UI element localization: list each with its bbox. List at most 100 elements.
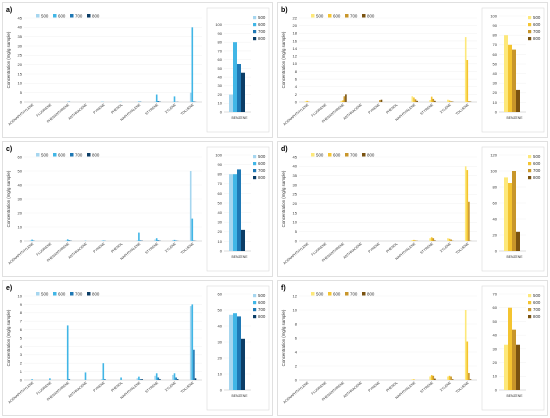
bar-phenanthrene-500: [65, 240, 67, 241]
legend-swatch-500: [36, 153, 40, 157]
bar-phenanthrene-800: [345, 94, 347, 102]
legend-label-800: 800: [92, 14, 100, 19]
benzene-legend-label-700: 700: [258, 29, 266, 34]
bar-naphthalene-500: [411, 240, 414, 241]
bar-xylene-500: [447, 376, 449, 380]
bar-acenaphthylene-600: [306, 100, 308, 102]
legend-label-800: 800: [367, 153, 375, 158]
benzene-legend-label-600: 600: [258, 22, 266, 27]
bar-naphthalene-700: [139, 379, 142, 380]
legend-swatch-700: [345, 14, 349, 18]
benzene-y-tick-label: 0: [495, 387, 498, 392]
main-legend: 500 600 700 800: [311, 153, 375, 158]
legend-label-700: 700: [75, 292, 83, 297]
benzene-bar-700: [237, 64, 241, 112]
benzene-y-tick-label: 120: [490, 152, 497, 157]
benzene-legend-swatch-500: [528, 294, 532, 298]
benzene-y-tick-label: 80: [493, 33, 498, 38]
benzene-y-tick-label: 0: [220, 387, 223, 392]
y-tick-label: 9: [20, 302, 23, 307]
benzene-legend-swatch-800: [528, 37, 532, 41]
benzene-bar-600: [233, 313, 237, 390]
bar-styrene-500: [154, 375, 156, 380]
y-tick-label: 30: [293, 182, 298, 187]
main-legend: 500 600 700 800: [36, 292, 100, 297]
main-bars: [31, 304, 197, 380]
legend-swatch-500: [36, 14, 40, 18]
benzene-y-tick-label: 50: [218, 66, 223, 71]
benzene-inset: 0 10 20 30 40 50 60 70 80 90 100 BENZENE 500 600 700 80…: [206, 146, 270, 272]
y-tick-label: 4: [295, 349, 298, 354]
y-tick-label: 0: [295, 377, 298, 382]
benzene-y-tick-label: 70: [218, 181, 223, 186]
panel-e: e)500 600 700 800012345678910Concentration …: [2, 280, 273, 416]
benzene-bar-700: [237, 169, 241, 251]
benzene-label: BENZENE: [231, 255, 248, 259]
benzene-y-tick-label: 100: [490, 13, 497, 18]
y-axis-label: Concentration (mg/g sample): [6, 31, 11, 88]
legend-swatch-800: [87, 153, 91, 157]
benzene-legend-label-500: 500: [533, 293, 541, 298]
legend-label-800: 800: [92, 153, 100, 158]
y-tick-label: 16: [293, 38, 298, 43]
benzene-bar-600: [233, 42, 237, 112]
y-tick-label: 5: [20, 90, 23, 95]
benzene-y-tick-label: 70: [493, 42, 498, 47]
benzene-bar-800: [241, 338, 245, 390]
benzene-legend-label-800: 800: [258, 36, 266, 41]
benzene-legend-swatch-500: [253, 155, 257, 159]
benzene-legend: 500 600 700 800: [528, 293, 541, 319]
bar-acenaphthylene-500: [29, 240, 32, 241]
bar-naphthalene-600: [413, 97, 415, 102]
benzene-y-tick-label: 30: [493, 81, 498, 86]
legend-label-600: 600: [58, 14, 66, 19]
bar-pyrene-500: [100, 101, 103, 102]
benzene-bar-600: [508, 44, 512, 112]
benzene-legend-swatch-600: [253, 23, 257, 27]
benzene-y-tick-label: 10: [218, 101, 223, 106]
y-tick-label: 40: [293, 164, 298, 169]
main-bars: [29, 171, 197, 241]
y-tick-label: 40: [18, 25, 23, 30]
y-tick-label: 6: [295, 76, 298, 81]
bar-xylene-600: [448, 375, 451, 380]
main-bars: [304, 37, 472, 102]
benzene-bar-500: [504, 177, 508, 251]
y-axis-label: Concentration (mg/g sample): [6, 170, 11, 227]
y-tick-label: 30: [18, 196, 23, 201]
benzene-y-tick-label: 40: [218, 210, 223, 215]
benzene-legend-swatch-600: [528, 23, 532, 27]
y-tick-label: 40: [18, 182, 23, 187]
bar-styrene-500: [154, 239, 156, 241]
benzene-legend-swatch-700: [253, 308, 257, 312]
panel-a: a)500 600 700 800051015202530354045Concentr…: [2, 2, 273, 138]
benzene-y-tick-label: 10: [493, 374, 498, 379]
legend-label-500: 500: [41, 153, 49, 158]
benzene-legend: 500 600 700 800: [528, 15, 541, 41]
benzene-y-tick-label: 70: [218, 48, 223, 53]
y-tick-label: 10: [18, 224, 23, 229]
main-y-axis: 0 5 10 15 20 25 30 35 40 45: [18, 15, 202, 104]
benzene-bar-800: [516, 231, 520, 251]
benzene-legend-swatch-600: [253, 301, 257, 305]
bar-naphthalene-500: [136, 240, 139, 241]
benzene-legend-swatch-500: [528, 16, 532, 20]
benzene-y-tick-label: 100: [215, 22, 222, 27]
y-axis-label: Concentration (mg/g sample): [281, 170, 286, 227]
legend-label-700: 700: [350, 292, 358, 297]
y-tick-label: 10: [18, 81, 23, 86]
panel-b: b)500 600 700 8000246810121416182022Concent…: [277, 2, 548, 138]
bar-toluene-700: [193, 349, 195, 380]
benzene-bar-800: [516, 344, 520, 390]
benzene-y-tick-label: 90: [218, 162, 223, 167]
benzene-inset: 0 20 40 60 80 100 120 BENZENE 500 600 700 800: [481, 146, 545, 272]
y-tick-label: 12: [293, 54, 298, 59]
legend-swatch-700: [345, 292, 349, 296]
benzene-legend-label-500: 500: [533, 154, 541, 159]
bar-styrene-700: [432, 98, 435, 102]
bar-styrene-700: [157, 240, 160, 241]
benzene-label: BENZENE: [506, 255, 523, 259]
bar-naphthalene-800: [141, 379, 143, 380]
legend-label-600: 600: [58, 153, 66, 158]
bar-toluene-800: [194, 378, 197, 380]
